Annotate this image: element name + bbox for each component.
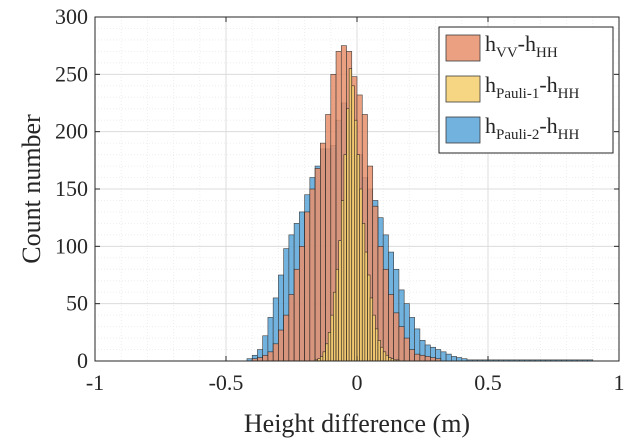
bar <box>356 154 360 362</box>
legend-entry-label: hPauli-2-hHH <box>485 113 580 143</box>
bar <box>314 168 321 362</box>
bar <box>382 268 389 362</box>
bar <box>272 343 279 362</box>
bar <box>346 108 350 362</box>
bar <box>288 294 295 362</box>
axis-ticks: -1 -0.5 0 0.5 1 0 50 100 150 200 250 300 <box>55 4 624 395</box>
y-tick-label: 0 <box>77 348 88 373</box>
x-tick-label: 1 <box>614 370 624 395</box>
bar <box>385 354 389 362</box>
bar <box>377 340 381 362</box>
histogram-bars <box>246 45 594 362</box>
legend-subscript: Pauli-1 <box>496 86 539 102</box>
legend-subscript: VV <box>496 45 518 61</box>
bar <box>338 240 342 362</box>
bar <box>388 294 394 362</box>
x-tick-label: 0 <box>352 370 363 395</box>
bar <box>419 354 426 362</box>
legend-swatch <box>445 34 481 62</box>
bar <box>299 246 305 362</box>
bar <box>354 119 358 362</box>
legend-entry-label: hPauli-1-hHH <box>485 72 580 102</box>
y-tick-label: 100 <box>55 233 88 258</box>
legend-text-part: -h <box>539 113 557 138</box>
y-axis-label: Count number <box>17 114 46 264</box>
bar <box>333 291 337 362</box>
bar <box>320 142 326 362</box>
bar <box>359 188 363 362</box>
bar <box>340 200 345 362</box>
legend-text-part: h <box>485 72 496 97</box>
legend-swatch <box>445 116 481 144</box>
bar <box>424 356 431 362</box>
y-tick-label: 300 <box>55 4 88 29</box>
bar <box>398 326 405 362</box>
bar <box>456 357 463 362</box>
bar <box>403 337 410 362</box>
y-tick-label: 150 <box>55 176 88 201</box>
y-tick-label: 50 <box>66 291 88 316</box>
bar <box>325 343 329 362</box>
bar <box>382 351 387 362</box>
bar <box>361 223 366 362</box>
bar <box>293 268 300 362</box>
bar <box>304 211 311 362</box>
bar <box>335 268 339 362</box>
bar <box>267 351 274 362</box>
bar <box>409 349 415 362</box>
x-tick-label: -1 <box>86 370 104 395</box>
legend-subscript: Pauli-2 <box>496 127 539 143</box>
bar <box>393 312 400 362</box>
bar <box>445 353 452 362</box>
bar <box>325 114 332 362</box>
bar <box>414 353 421 362</box>
y-tick-label: 250 <box>55 61 88 86</box>
bar <box>367 274 371 362</box>
bar <box>283 314 290 362</box>
legend-subscript: HH <box>558 86 580 102</box>
bar <box>278 329 284 362</box>
bar <box>322 351 326 362</box>
bar <box>430 357 436 362</box>
bar <box>262 354 269 362</box>
bar <box>320 356 324 362</box>
legend-text-part: h <box>485 31 496 56</box>
bar <box>372 314 376 362</box>
legend-entry-label: hVV-hHH <box>485 31 558 61</box>
legend-text-part: -h <box>518 31 536 56</box>
bar <box>351 85 355 362</box>
legend-subscript: HH <box>558 127 580 143</box>
bar <box>388 357 392 362</box>
x-tick-label: -0.5 <box>209 370 244 395</box>
legend-text-part: h <box>485 113 496 138</box>
bar <box>257 357 263 362</box>
bar <box>348 68 353 362</box>
y-tick-label: 200 <box>55 119 88 144</box>
bar <box>330 314 334 362</box>
bar <box>327 332 332 362</box>
bar <box>440 351 447 362</box>
bar <box>380 346 384 362</box>
bar <box>451 356 457 362</box>
bar <box>375 328 379 362</box>
x-tick-label: 0.5 <box>474 370 502 395</box>
bar <box>364 251 368 362</box>
legend-swatch <box>445 75 481 103</box>
x-axis-label: Height difference (m) <box>244 409 470 438</box>
legend-subscript: HH <box>536 45 558 61</box>
bar <box>309 188 316 362</box>
bar <box>343 154 347 362</box>
legend-text-part: -h <box>539 72 557 97</box>
bar <box>369 297 374 362</box>
